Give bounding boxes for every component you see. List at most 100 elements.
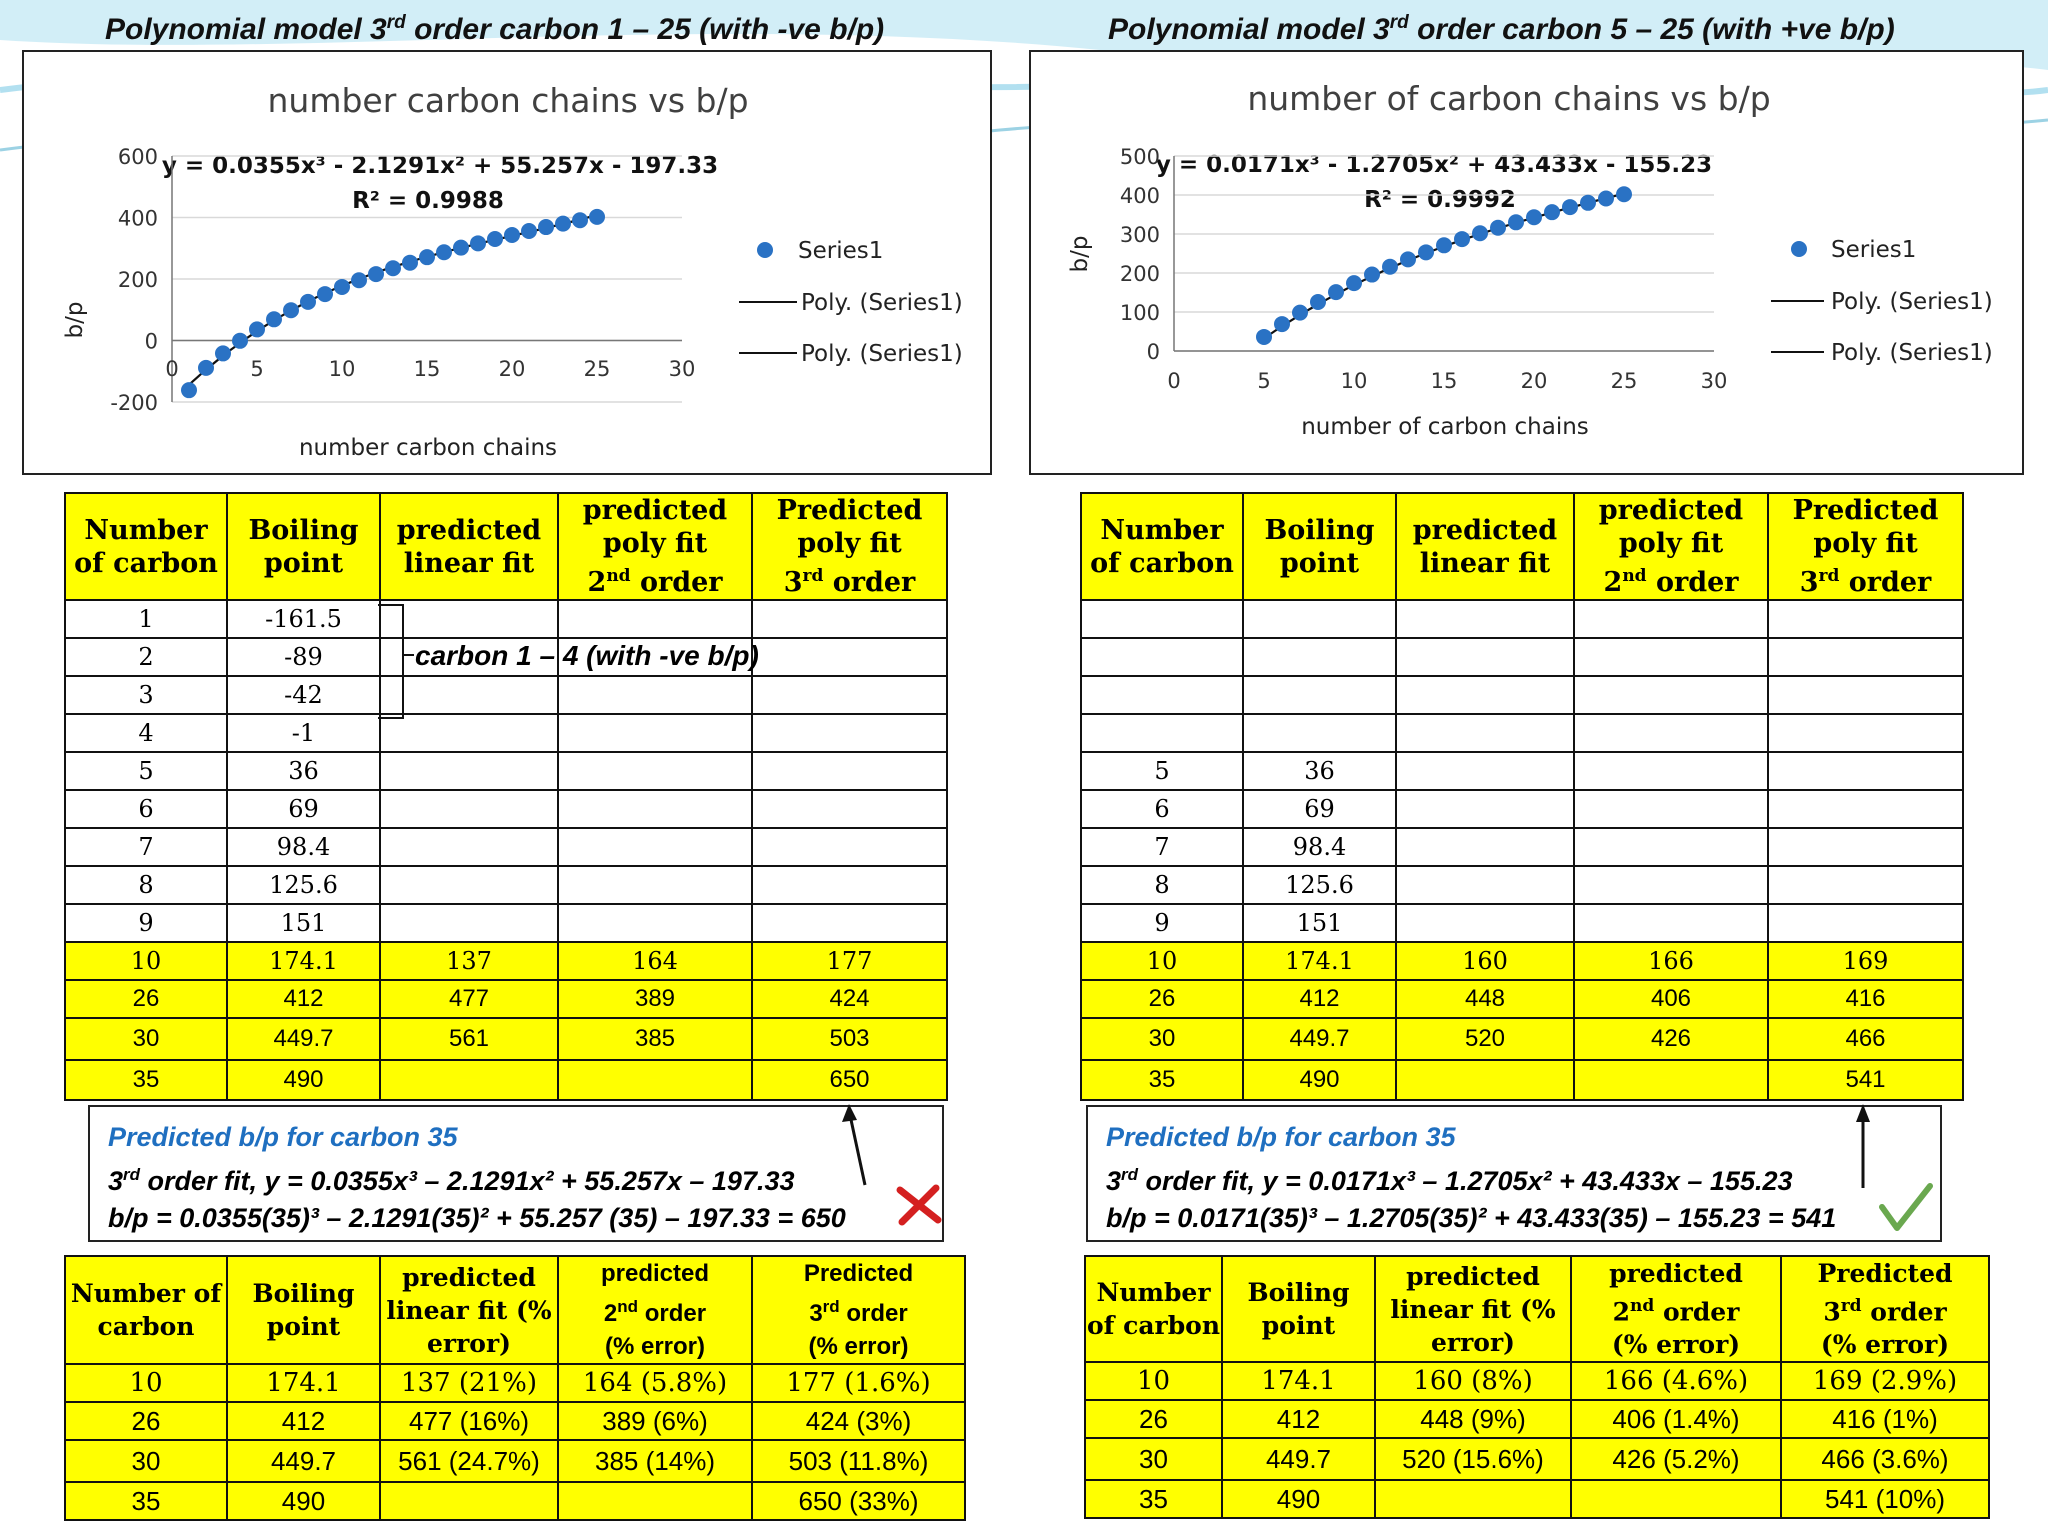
note-fit-equation: 3rd order fit, y = 0.0171x³ – 1.2705x² +…: [1106, 1165, 1793, 1196]
table-cell: [1767, 637, 1964, 677]
table-cell: 174.1: [226, 1363, 381, 1403]
r-squared-label: R² = 0.9992: [1364, 187, 1516, 213]
table-cell: [379, 599, 559, 639]
data-point: [351, 272, 367, 289]
table-cell: 151: [1242, 903, 1397, 943]
table-cell: 449.7: [1242, 1017, 1397, 1061]
x-tick-label: 10: [329, 357, 356, 381]
table-cell: 174.1: [1221, 1361, 1376, 1402]
table-cell: [557, 751, 753, 791]
table-cell: 160 (8%): [1374, 1361, 1572, 1402]
data-point: [368, 266, 384, 283]
table-cell: 177 (1.6%): [751, 1363, 966, 1403]
table-cell: 125.6: [226, 865, 381, 905]
table-cell: 10: [1080, 941, 1244, 981]
table-cell: 466: [1767, 1017, 1964, 1061]
table-cell: [1767, 903, 1964, 943]
table-cell: 36: [1242, 751, 1397, 791]
data-point: [487, 231, 503, 248]
table-cell: 6: [64, 789, 228, 829]
table-cell: 406: [1573, 979, 1769, 1019]
table-cell: [1573, 865, 1769, 905]
table-cell: [1080, 675, 1244, 715]
table-cell: 26: [64, 1401, 228, 1441]
table-row: 35 490 541 (10%): [1084, 1479, 1990, 1520]
data-point: [1274, 316, 1290, 333]
x-tick-label: 25: [1611, 369, 1638, 393]
y-tick-label: 0: [145, 330, 158, 354]
x-axis-label: number carbon chains: [299, 435, 557, 461]
table-cell: 26: [1080, 979, 1244, 1019]
y-tick-label: 200: [118, 268, 158, 292]
table-row: 30 449.7 520 (15.6%) 426 (5.2%) 466 (3.6%): [1084, 1437, 1990, 1482]
legend-label-series1: Series1: [798, 238, 883, 264]
table-cell: [751, 599, 948, 639]
data-point: [1454, 231, 1470, 248]
table-cell: 125.6: [1242, 865, 1397, 905]
table-row: 10 174.1 137 164 177: [64, 941, 948, 981]
chart-title: number carbon chains vs b/p: [267, 81, 748, 120]
data-point: [1328, 284, 1344, 301]
table-cell: 416 (1%): [1780, 1399, 1990, 1440]
table-row: 7 98.4: [64, 827, 948, 867]
table-row: 8 125.6: [1080, 865, 1964, 905]
table-cell: 8: [64, 865, 228, 905]
table-cell: 36: [226, 751, 381, 791]
table-cell: [1767, 865, 1964, 905]
table-cell: 449.7: [1221, 1437, 1376, 1482]
table-cell: 9: [64, 903, 228, 943]
table-cell: [751, 827, 948, 867]
table-cell: 520 (15.6%): [1374, 1437, 1572, 1482]
table-cell: 35: [1080, 1059, 1244, 1101]
legend-label-poly2: Poly. (Series1): [1831, 340, 1993, 366]
table-cell: [557, 789, 753, 829]
table-cell: [557, 903, 753, 943]
table-cell: [379, 1481, 559, 1521]
right-data-table: Number of carbon Boiling point predicted…: [1080, 492, 1964, 1101]
y-tick-label: 400: [118, 207, 158, 231]
data-point: [436, 244, 452, 261]
table-cell: 541: [1767, 1059, 1964, 1101]
table-row: 35 490 650: [64, 1059, 948, 1101]
data-point: [249, 321, 265, 338]
table-cell: 424: [751, 979, 948, 1019]
table-header-row: Number of carbon Boiling point predicted…: [64, 492, 948, 601]
header-linear-fit: predicted linear fit: [1395, 492, 1575, 601]
header-poly-2nd: predicted poly fit 2nd order: [557, 492, 753, 601]
table-cell: 477 (16%): [379, 1401, 559, 1441]
table-cell: 412: [226, 1401, 381, 1441]
data-point: [1400, 251, 1416, 268]
header-number-of-carbon: Number of carbon: [64, 492, 228, 601]
table-row: 26 412 448 (9%) 406 (1.4%) 416 (1%): [1084, 1399, 1990, 1440]
table-header-row: Number of carbon Boiling point predicted…: [64, 1255, 966, 1365]
data-point: [1508, 214, 1524, 231]
table-cell: 151: [226, 903, 381, 943]
data-point: [402, 254, 418, 271]
table-row: 7 98.4: [1080, 827, 1964, 867]
table-row: [1080, 599, 1964, 639]
table-cell: [1573, 1059, 1769, 1101]
table-row: 10 174.1 137 (21%) 164 (5.8%) 177 (1.6%): [64, 1363, 966, 1403]
table-row: 10 174.1 160 166 169: [1080, 941, 1964, 981]
table-cell: 416: [1767, 979, 1964, 1019]
table-cell: 166: [1573, 941, 1769, 981]
table-cell: 389 (6%): [557, 1401, 753, 1441]
table-cell: [379, 1059, 559, 1101]
table-cell: 650 (33%): [751, 1481, 966, 1521]
table-cell: 4: [64, 713, 228, 753]
table-cell: 561: [379, 1017, 559, 1061]
table-cell: [1080, 599, 1244, 639]
table-cell: 448: [1395, 979, 1575, 1019]
table-row: 5 36: [64, 751, 948, 791]
negative-bp-bracket-label: carbon 1 – 4 (with -ve b/p): [415, 640, 759, 671]
data-point: [1364, 266, 1380, 283]
table-cell: 426 (5.2%): [1570, 1437, 1782, 1482]
table-cell: 7: [1080, 827, 1244, 867]
table-row: [1080, 675, 1964, 715]
header-linear-fit-error: predicted linear fit (% error): [1374, 1254, 1572, 1364]
table-cell: 449.7: [226, 1017, 381, 1061]
data-point: [1382, 258, 1398, 275]
table-cell: [751, 751, 948, 791]
x-tick-label: 30: [1701, 369, 1728, 393]
data-point: [1256, 328, 1272, 345]
